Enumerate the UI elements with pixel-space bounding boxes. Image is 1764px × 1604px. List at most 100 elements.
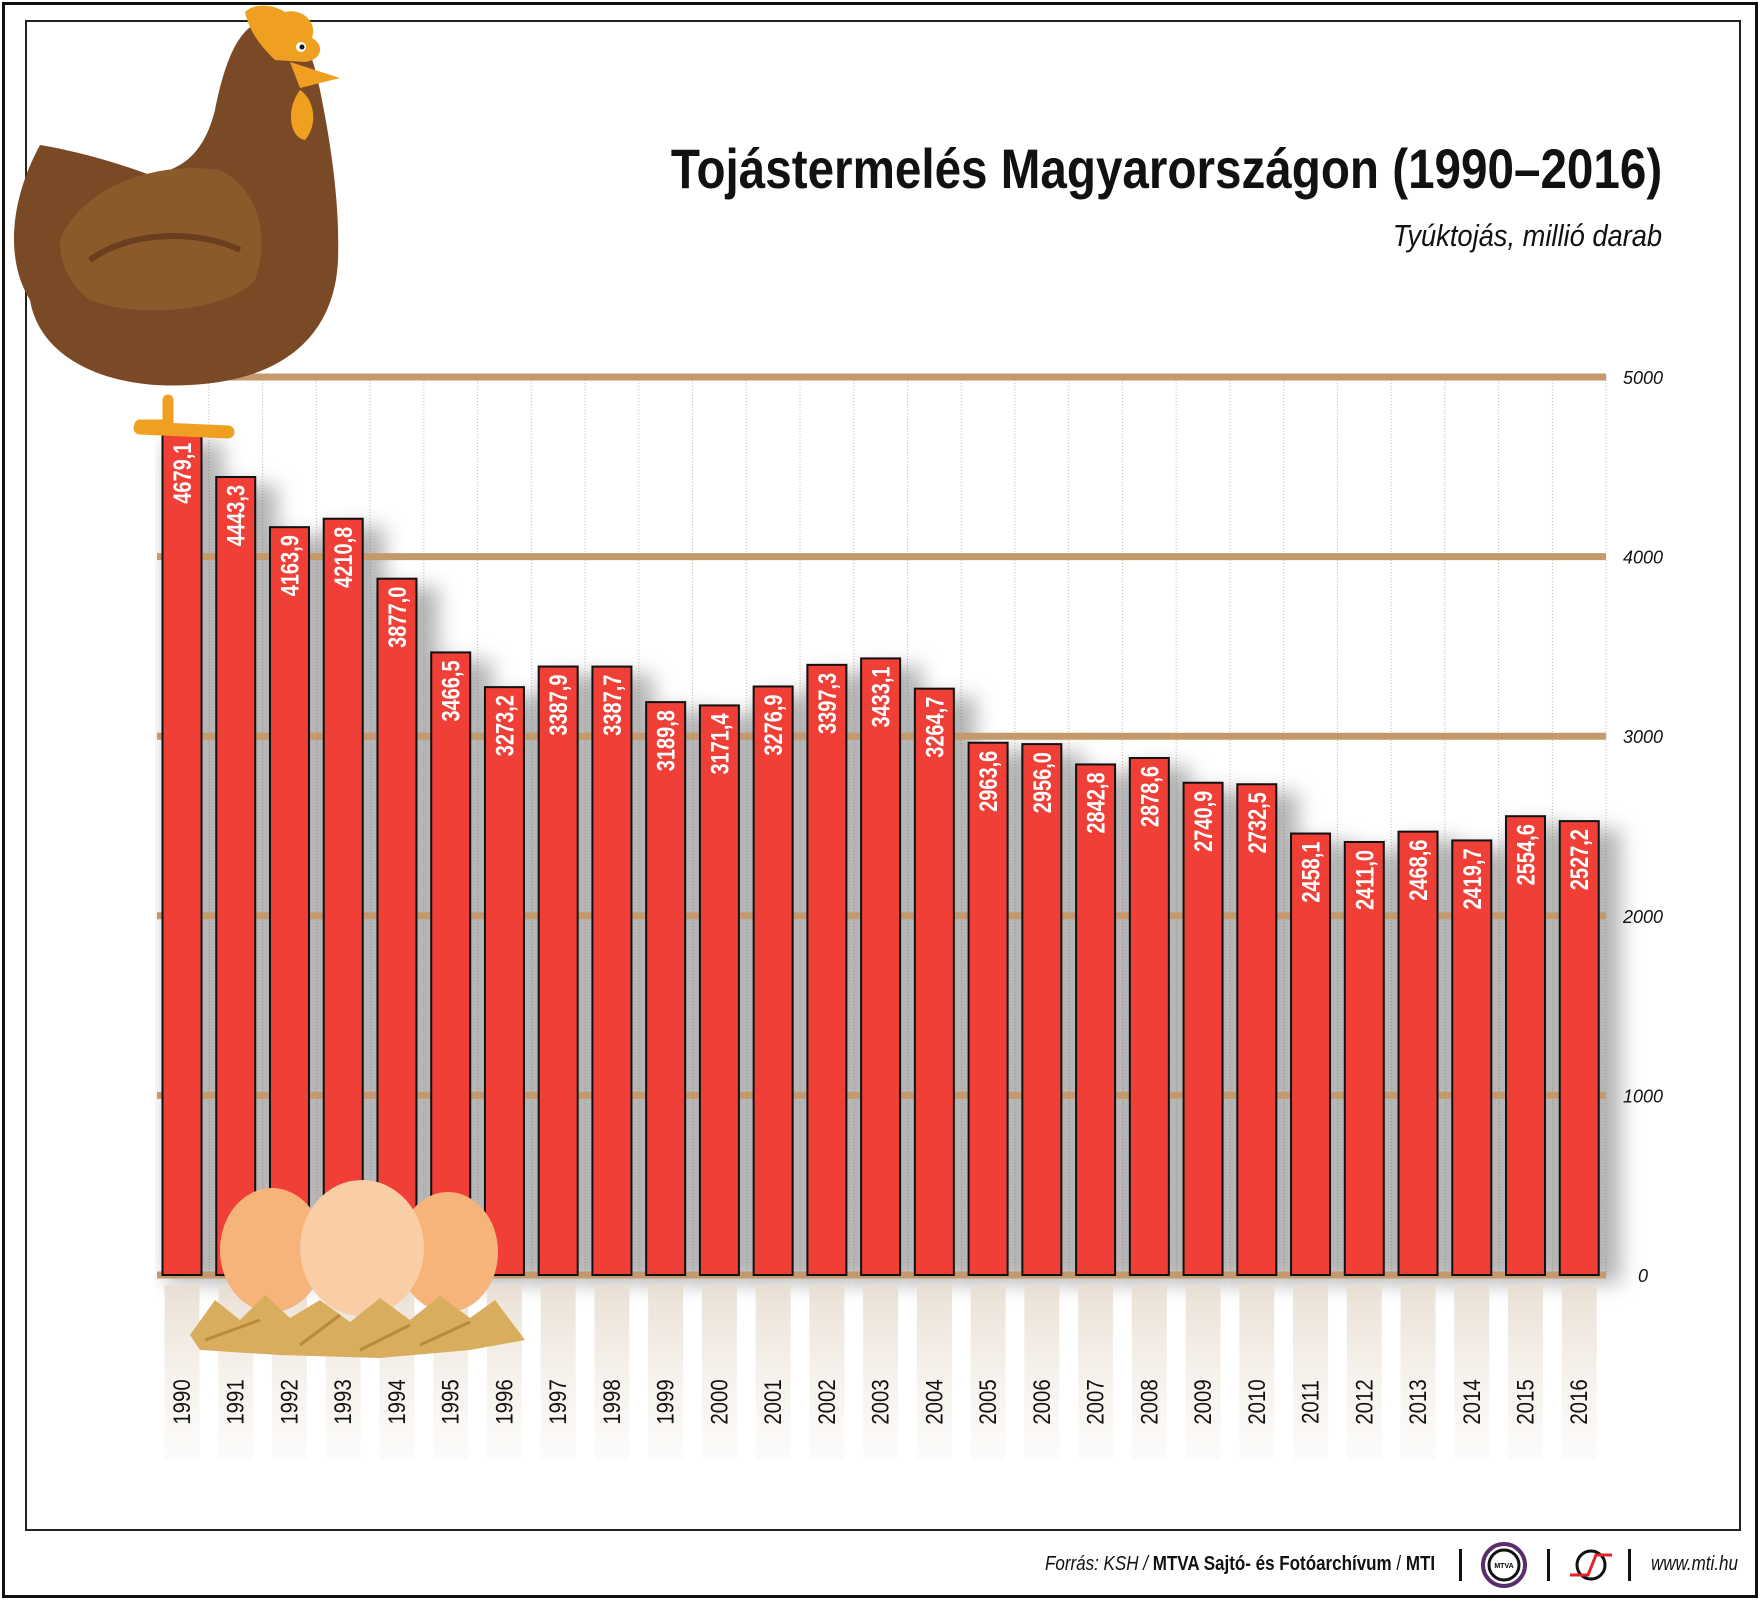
bar-value-label: 3276,9 <box>760 694 788 755</box>
year-strip <box>1239 1285 1275 1460</box>
chart-subtitle: Tyúktojás, millió darab <box>1392 218 1662 253</box>
year-strip <box>1078 1285 1114 1460</box>
year-strip <box>1561 1285 1597 1460</box>
year-strip <box>594 1285 630 1460</box>
year-strip <box>1454 1285 1490 1460</box>
y-tick-label: 4000 <box>1623 548 1663 568</box>
year-strip <box>809 1285 845 1460</box>
bar-value-label: 4443,3 <box>223 485 251 546</box>
source-mti: MTI <box>1405 1553 1436 1575</box>
divider <box>1459 1549 1462 1581</box>
year-strip <box>1400 1285 1436 1460</box>
year-strip <box>970 1285 1006 1460</box>
year-strip <box>164 1285 200 1460</box>
bar-value-label: 2419,7 <box>1459 848 1487 909</box>
bar <box>161 433 203 1276</box>
year-strip <box>916 1285 952 1460</box>
year-strip <box>701 1285 737 1460</box>
x-tick-label: 2000 <box>706 1379 733 1424</box>
x-tick-label: 1995 <box>437 1379 464 1424</box>
bar-value-label: 4210,8 <box>330 527 358 588</box>
y-tick-label: 5000 <box>1623 368 1663 388</box>
y-tick-label: 3000 <box>1623 727 1663 747</box>
y-tick-label: 0 <box>1638 1266 1648 1286</box>
bar <box>215 475 257 1276</box>
source-prefix: Forrás: KSH / <box>1045 1553 1153 1575</box>
x-tick-label: 1999 <box>652 1379 679 1424</box>
bar <box>913 687 955 1276</box>
year-strip <box>1293 1285 1329 1460</box>
bar-value-label: 2468,6 <box>1405 840 1433 901</box>
year-strip <box>755 1285 791 1460</box>
bar <box>860 657 902 1276</box>
bar <box>645 701 687 1276</box>
mti-logo-icon <box>1570 1549 1612 1581</box>
hen-illustration <box>13 5 340 439</box>
bar-value-label: 3387,7 <box>599 675 627 736</box>
bar <box>1128 757 1170 1276</box>
year-strip <box>1508 1285 1543 1460</box>
source-separator: / <box>1391 1553 1406 1575</box>
bar <box>1505 815 1546 1276</box>
x-tick-label: 2001 <box>760 1379 787 1424</box>
year-strip <box>1346 1285 1382 1460</box>
bar <box>1236 783 1278 1276</box>
x-tick-label: 2013 <box>1404 1379 1431 1424</box>
x-tick-label: 2006 <box>1028 1379 1055 1424</box>
y-tick-label: 1000 <box>1623 1086 1663 1106</box>
year-strip <box>863 1285 899 1460</box>
x-tick-label: 2007 <box>1082 1379 1109 1424</box>
x-tick-label: 1990 <box>168 1379 195 1424</box>
bar <box>1182 781 1224 1276</box>
bar-value-label: 4163,9 <box>276 535 304 596</box>
bar-value-label: 2963,6 <box>975 751 1003 812</box>
mtva-logo-text: MTVA <box>1494 1563 1513 1570</box>
bar <box>1451 839 1493 1276</box>
x-tick-label: 2004 <box>921 1379 948 1424</box>
bar <box>1075 763 1117 1276</box>
bar-value-label: 3264,7 <box>921 697 949 758</box>
source-text: Forrás: KSH / MTVA Sajtó- és Fotóarchívu… <box>1045 1553 1435 1576</box>
x-tick-label: 2002 <box>813 1379 840 1424</box>
bar <box>322 517 364 1276</box>
x-tick-label: 1992 <box>276 1379 303 1424</box>
x-tick-label: 1996 <box>491 1379 518 1424</box>
bar <box>752 685 794 1276</box>
x-tick-label: 2010 <box>1243 1379 1270 1424</box>
divider <box>1547 1549 1550 1581</box>
x-tick-label: 2012 <box>1351 1379 1378 1424</box>
x-tick-label: 2009 <box>1190 1379 1217 1424</box>
bar-value-label: 2878,6 <box>1136 766 1164 827</box>
x-tick-label: 2015 <box>1512 1379 1539 1424</box>
year-strip <box>1185 1285 1221 1460</box>
x-tick-label: 2003 <box>867 1379 894 1424</box>
bar <box>1290 832 1332 1277</box>
bar <box>1397 830 1439 1277</box>
bar-value-label: 3433,1 <box>868 666 896 727</box>
bar <box>591 665 633 1276</box>
x-tick-label: 2016 <box>1566 1379 1593 1424</box>
bar-value-label: 3387,9 <box>545 675 573 736</box>
mtva-logo: MTVA <box>1481 1542 1527 1588</box>
year-strip <box>648 1285 684 1460</box>
divider <box>1628 1549 1631 1581</box>
bar <box>1343 840 1385 1276</box>
bar-value-label: 2956,0 <box>1029 752 1057 813</box>
bar-value-label: 2411,0 <box>1351 850 1379 910</box>
year-strip <box>1131 1285 1167 1460</box>
bar <box>376 577 418 1276</box>
chart-title: Tojástermelés Magyarországon (1990–2016) <box>670 137 1662 200</box>
bar-value-label: 3189,8 <box>653 710 681 771</box>
bar <box>537 665 579 1276</box>
bar <box>1558 820 1600 1276</box>
year-strip <box>540 1285 576 1460</box>
bar-value-label: 2527,2 <box>1566 829 1594 890</box>
x-tick-label: 2005 <box>975 1379 1002 1424</box>
bar-value-label: 3466,5 <box>438 660 466 721</box>
inner-frame <box>25 20 1741 1531</box>
footer: Forrás: KSH / MTVA Sajtó- és Fotóarchívu… <box>0 1542 1764 1588</box>
bar-value-label: 3877,0 <box>384 587 412 648</box>
x-tick-label: 2011 <box>1297 1380 1324 1424</box>
bar <box>483 686 525 1276</box>
